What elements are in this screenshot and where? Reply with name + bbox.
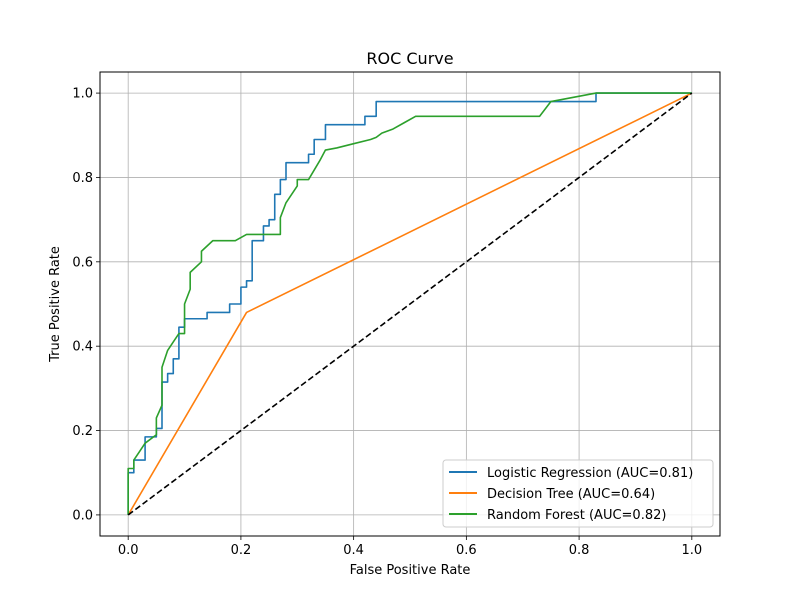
x-tick-label: 0.0 <box>118 543 139 558</box>
y-tick-label: 0.8 <box>72 171 93 186</box>
random-forest-curve <box>127 92 692 515</box>
x-tick-label: 1.0 <box>681 543 702 558</box>
y-tick-label: 1.0 <box>72 87 93 102</box>
x-axis-label: False Positive Rate <box>350 563 471 578</box>
y-tick-label: 0.4 <box>72 340 93 355</box>
y-tick-label: 0.0 <box>72 508 93 523</box>
legend-label-decision-tree: Decision Tree (AUC=0.64) <box>487 487 655 502</box>
x-tick-label: 0.6 <box>456 543 477 558</box>
y-tick-label: 0.2 <box>72 424 93 439</box>
decision-tree-curve <box>127 92 693 516</box>
series-layer <box>127 92 693 516</box>
legend-box <box>442 459 714 528</box>
ticks-layer: 0.0 0.2 0.4 0.6 0.8 1.0 0.0 0.2 0.4 0.6 0.8 1.0 <box>72 87 702 558</box>
x-tick-label: 0.2 <box>231 543 252 558</box>
legend: Logistic Regression (AUC=0.81) Decision … <box>442 459 714 528</box>
x-tick-label: 0.8 <box>569 543 590 558</box>
chance-diagonal-line <box>127 92 693 516</box>
plot-frame <box>99 71 721 537</box>
x-tick-label: 0.4 <box>343 543 364 558</box>
legend-label-logistic-regression: Logistic Regression (AUC=0.81) <box>487 466 693 481</box>
legend-label-random-forest: Random Forest (AUC=0.82) <box>487 508 666 523</box>
y-axis-label: True Positive Rate <box>48 246 63 363</box>
chart-title: ROC Curve <box>366 49 453 68</box>
y-tick-label: 0.6 <box>72 255 93 270</box>
